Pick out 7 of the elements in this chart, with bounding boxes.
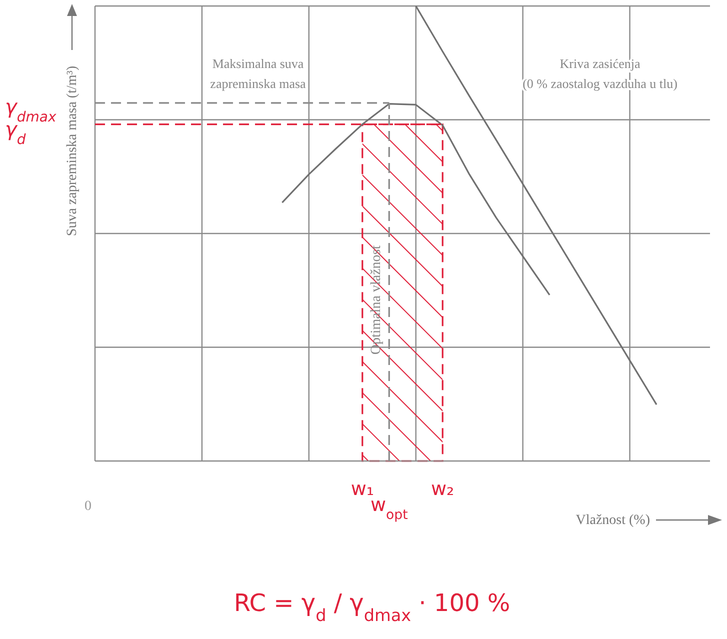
- x-tick-label: w₂: [431, 478, 454, 500]
- y-axis-title: Suva zapreminska masa (t/m³): [65, 66, 80, 236]
- text: RC = γ$_{d}$ / γ$_{dmax}$ · 100 %: [234, 589, 510, 625]
- annotation: Optimalna vlažnost: [369, 245, 384, 355]
- annotation: Maksimalna suva zapreminska masa: [210, 56, 306, 91]
- x-axis-title: Vlažnost (%): [576, 513, 650, 528]
- text: 0: [84, 499, 92, 514]
